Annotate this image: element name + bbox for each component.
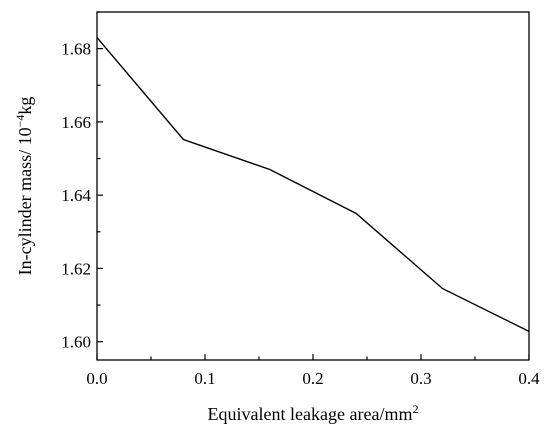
x-tick-label: 0.2 bbox=[302, 369, 323, 388]
y-tick-label: 1.64 bbox=[61, 186, 91, 205]
axis-ticks bbox=[96, 11, 530, 360]
y-tick-label: 1.68 bbox=[61, 40, 91, 59]
x-tick-label: 0.1 bbox=[194, 369, 215, 388]
plot-frame bbox=[96, 11, 530, 361]
series-group bbox=[96, 37, 530, 333]
series-line bbox=[96, 37, 530, 333]
x-tick-label: 0.0 bbox=[86, 369, 107, 388]
x-axis-label: Equivalent leakage area/mm2 bbox=[208, 402, 419, 424]
y-axis-label: In-cylinder mass/ 10−4kg bbox=[13, 97, 35, 276]
y-tick-label: 1.62 bbox=[61, 259, 91, 278]
x-tick-label: 0.3 bbox=[410, 369, 431, 388]
y-tick-label: 1.60 bbox=[61, 333, 91, 352]
x-tick-label: 0.4 bbox=[518, 369, 540, 388]
y-tick-label: 1.66 bbox=[61, 113, 91, 132]
tick-labels: 0.0 0.1 0.2 0.3 0.4 1.60 1.62 1.64 1.66 1.68 bbox=[61, 40, 540, 388]
